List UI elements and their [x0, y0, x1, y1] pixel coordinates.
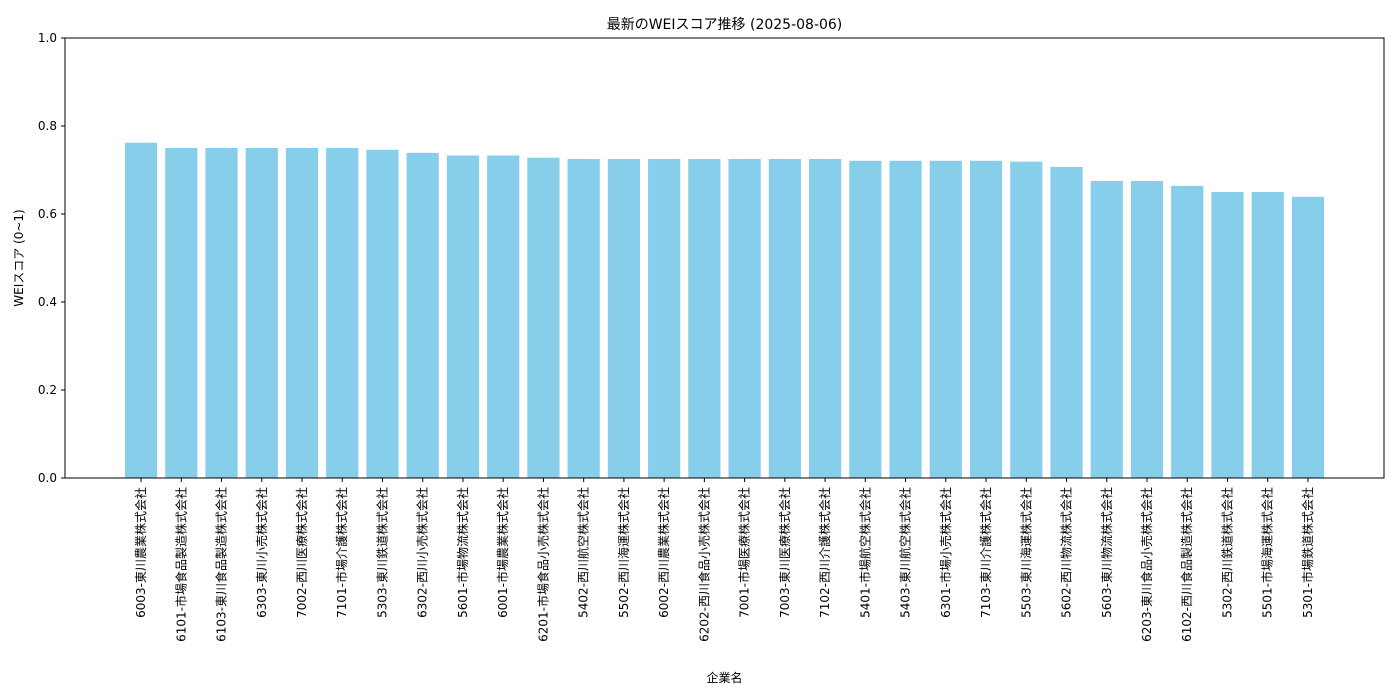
x-tick-label: 6103-東川食品製造株式会社: [214, 487, 229, 642]
bar: [406, 152, 439, 478]
bar: [1010, 161, 1043, 478]
x-tick-label: 7103-東川介護株式会社: [978, 487, 993, 618]
x-tick-label: 5402-西川航空株式会社: [576, 487, 591, 618]
x-tick-label: 6202-西川食品小売株式会社: [696, 487, 711, 642]
bar: [366, 149, 399, 478]
bar: [1090, 181, 1123, 478]
x-tick-label: 6302-西川小売株式会社: [415, 487, 430, 618]
y-tick-label: 0.8: [38, 119, 57, 133]
x-tick-label: 5403-東川航空株式会社: [898, 487, 913, 618]
bar: [446, 155, 480, 479]
x-tick-label: 5602-西川物流株式会社: [1059, 487, 1074, 618]
x-tick-label: 7002-西川医療株式会社: [294, 487, 309, 618]
y-tick-label: 1.0: [38, 31, 57, 45]
bar: [1050, 166, 1083, 479]
y-axis-label: WEIスコア (0~1): [12, 209, 26, 307]
y-tick-label: 0.0: [38, 471, 57, 485]
x-tick-label: 5501-市場海運株式会社: [1260, 487, 1275, 618]
x-tick-label: 6101-市場食品製造株式会社: [173, 487, 188, 642]
x-axis-ticks: 6003-東川農業株式会社 6101-市場食品製造株式会社 6103-東川食品製造株…: [133, 478, 1315, 642]
x-tick-label: 6003-東川農業株式会社: [133, 487, 148, 618]
bar: [688, 159, 721, 478]
x-tick-label: 7102-西川介護株式会社: [817, 487, 832, 618]
bar: [889, 160, 922, 478]
x-tick-label: 6002-西川農業株式会社: [656, 487, 671, 618]
x-tick-label: 6001-市場農業株式会社: [495, 487, 510, 618]
y-tick-label: 0.4: [38, 295, 57, 309]
y-tick-label: 0.2: [38, 383, 57, 397]
x-tick-label: 5503-東川海運株式会社: [1018, 487, 1033, 618]
x-tick-label: 5302-西川鉄道株式会社: [1219, 487, 1234, 618]
x-tick-label: 6203-東川食品小売株式会社: [1139, 487, 1154, 642]
x-tick-label: 7101-市場介護株式会社: [334, 487, 349, 618]
bar: [1211, 192, 1244, 478]
bar: [567, 159, 600, 478]
x-tick-label: 5603-東川物流株式会社: [1099, 487, 1114, 618]
bar: [285, 148, 319, 478]
x-tick-label: 7001-市場医療株式会社: [737, 487, 752, 618]
y-axis-ticks: 0.0 0.2 0.4 0.6 0.8 1.0: [38, 31, 65, 485]
bar: [1291, 196, 1325, 478]
x-tick-label: 5502-西川海運株式会社: [616, 487, 631, 618]
bar: [809, 159, 842, 478]
x-tick-label: 5303-東川鉄道株式会社: [374, 487, 389, 618]
x-tick-label: 5601-市場物流株式会社: [455, 487, 470, 618]
bars-group: [124, 142, 1325, 479]
bar: [728, 159, 761, 478]
bar: [1130, 181, 1164, 478]
x-tick-label: 7003-東川医療株式会社: [777, 487, 792, 618]
plot-area: 0.0 0.2 0.4 0.6 0.8 1.0 6003-東川農業株式会社 6101-市場食…: [38, 31, 1385, 642]
bar: [245, 148, 278, 478]
x-tick-label: 5301-市場鉄道株式会社: [1300, 487, 1315, 618]
bar: [969, 160, 1003, 478]
x-axis-label: 企業名: [706, 670, 742, 685]
bar: [165, 148, 198, 478]
plot-frame: [64, 37, 1385, 479]
x-tick-label: 6201-市場食品小売株式会社: [535, 487, 550, 642]
bar: [929, 160, 962, 478]
bar: [527, 157, 560, 478]
bar: [648, 159, 681, 478]
bar: [768, 159, 801, 478]
chart-title: 最新のWEIスコア推移 (2025-08-06): [607, 17, 843, 33]
bar: [607, 159, 640, 478]
bar: [205, 148, 238, 478]
bar: [487, 155, 520, 479]
bar: [1171, 185, 1204, 478]
y-tick-label: 0.6: [38, 207, 57, 221]
x-tick-label: 6303-東川小売株式会社: [254, 487, 269, 618]
bar: [124, 142, 158, 478]
bar: [849, 160, 882, 478]
x-tick-label: 5401-市場航空株式会社: [857, 487, 872, 618]
x-tick-label: 6301-市場小売株式会社: [938, 487, 953, 618]
bar: [1251, 192, 1284, 478]
x-tick-label: 6102-西川食品製造株式会社: [1179, 487, 1194, 642]
bar: [326, 148, 359, 478]
